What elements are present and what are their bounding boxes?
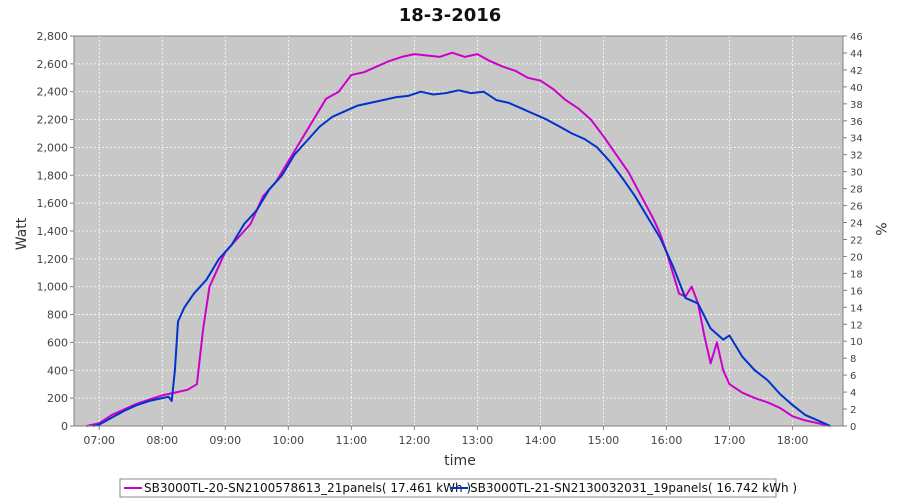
y2-tick-label: 12	[850, 320, 863, 331]
legend-box	[119, 478, 777, 498]
x-tick-label: 12:00	[399, 434, 431, 447]
y2-tick-label: 16	[850, 286, 863, 297]
y-axis-ticks: 0 200 400 600 800 1,000 1,200 1,400 1,600 1,800 2,…	[37, 30, 74, 433]
y2-tick-label: 14	[850, 303, 863, 314]
y-tick-label: 1,800	[37, 169, 69, 182]
y2-tick-label: 0	[850, 422, 856, 433]
x-tick-label: 08:00	[146, 434, 178, 447]
x-tick-label: 10:00	[272, 434, 304, 447]
y2-axis-ticks: 0246810121416182022242628303234363840424…	[843, 32, 863, 433]
y-tick-label: 400	[47, 364, 68, 377]
y-tick-label: 2,800	[37, 30, 69, 43]
x-tick-label: 15:00	[588, 434, 620, 447]
x-tick-label: 14:00	[525, 434, 557, 447]
legend: SB3000TL-20-SN2100578613_21panels( 17.46…	[119, 478, 797, 498]
y2-tick-label: 24	[850, 219, 863, 230]
chart-title: 18-3-2016	[399, 5, 502, 26]
y2-tick-label: 32	[850, 151, 863, 162]
y-axis-title: Watt	[14, 217, 30, 250]
y-tick-label: 2,600	[37, 58, 69, 71]
y2-tick-label: 42	[850, 66, 863, 77]
y2-tick-label: 46	[850, 32, 863, 43]
y2-tick-label: 18	[850, 269, 863, 280]
y-tick-label: 600	[47, 336, 68, 349]
y2-tick-label: 22	[850, 235, 863, 246]
x-tick-label: 16:00	[651, 434, 683, 447]
y2-tick-label: 20	[850, 252, 863, 263]
y-tick-label: 800	[47, 309, 68, 322]
legend-label-series-1: SB3000TL-20-SN2100578613_21panels( 17.46…	[144, 481, 471, 495]
y2-tick-label: 34	[850, 134, 863, 145]
y2-tick-label: 40	[850, 83, 863, 94]
y2-tick-label: 28	[850, 185, 863, 196]
legend-label-series-2: SB3000TL-21-SN2130032031_19panels( 16.74…	[470, 481, 797, 495]
y2-tick-label: 4	[850, 388, 856, 399]
y-tick-label: 1,000	[37, 281, 69, 294]
y2-tick-label: 10	[850, 337, 863, 348]
y2-tick-label: 44	[850, 49, 863, 60]
x-tick-label: 09:00	[209, 434, 241, 447]
x-axis-title: time	[444, 453, 476, 469]
y-tick-label: 1,600	[37, 197, 69, 210]
x-axis-ticks: 07:00 08:00 09:00 10:00 11:00 12:00 13:00 14:00…	[83, 426, 808, 447]
y-tick-label: 200	[47, 392, 68, 405]
x-tick-label: 13:00	[462, 434, 494, 447]
y-tick-label: 2,400	[37, 86, 69, 99]
x-tick-label: 07:00	[83, 434, 115, 447]
series-line-1	[86, 51, 831, 427]
y2-axis-title: %	[872, 222, 888, 235]
y2-tick-label: 26	[850, 202, 863, 213]
y2-tick-label: 2	[850, 405, 856, 416]
y-tick-label: 2,000	[37, 141, 69, 154]
series-lines	[86, 51, 831, 427]
y-tick-label: 1,200	[37, 253, 69, 266]
series-line-2	[92, 89, 831, 427]
y2-tick-label: 30	[850, 168, 863, 179]
grid-lines	[74, 36, 843, 426]
x-tick-label: 11:00	[335, 434, 367, 447]
y2-tick-label: 38	[850, 100, 863, 111]
y2-tick-label: 36	[850, 117, 863, 128]
x-tick-label: 18:00	[777, 434, 809, 447]
y-tick-label: 2,200	[37, 114, 69, 127]
y-tick-label: 0	[61, 420, 68, 433]
x-tick-label: 17:00	[714, 434, 746, 447]
y2-tick-label: 6	[850, 371, 856, 382]
y2-tick-label: 8	[850, 354, 856, 365]
y-tick-label: 1,400	[37, 225, 69, 238]
